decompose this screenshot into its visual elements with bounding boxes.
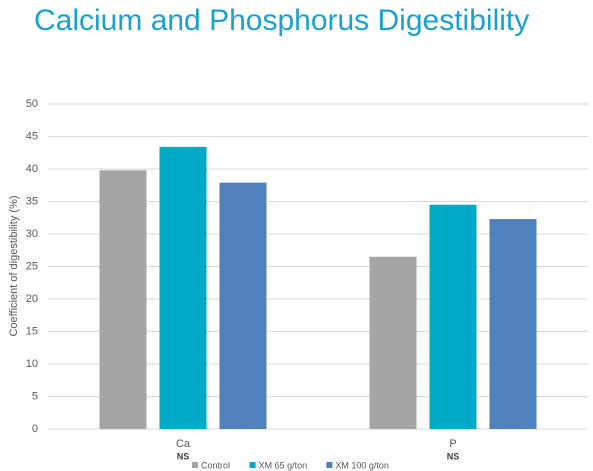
bar xyxy=(219,182,267,429)
legend-swatch xyxy=(192,462,198,468)
y-tick-label: 45 xyxy=(26,130,38,142)
y-tick-label: 20 xyxy=(26,293,38,305)
y-tick-label: 40 xyxy=(26,163,38,175)
legend-label: XM 65 g/ton xyxy=(259,460,308,470)
y-tick-label: 50 xyxy=(26,98,38,110)
x-tick-label: P xyxy=(449,438,456,450)
y-tick-label: 30 xyxy=(26,228,38,240)
legend-swatch xyxy=(249,462,256,468)
legend-label: Control xyxy=(201,460,230,470)
bar xyxy=(99,170,147,430)
legend-swatch xyxy=(326,462,333,468)
y-tick-label: 5 xyxy=(32,390,38,402)
y-tick-label: 35 xyxy=(26,195,38,207)
bar xyxy=(489,219,537,429)
y-axis-label: Coefficient of digestibility (%) xyxy=(8,195,20,336)
y-tick-label: 0 xyxy=(32,423,38,435)
legend-label: XM 100 g/ton xyxy=(335,460,389,470)
annotation: NS xyxy=(177,451,190,461)
bar xyxy=(369,256,417,429)
chart-title: Calcium and Phosphorus Digestibility xyxy=(34,4,529,37)
annotation: NS xyxy=(447,451,460,461)
x-tick-label: Ca xyxy=(176,438,191,450)
bar xyxy=(429,204,477,429)
y-tick-label: 15 xyxy=(26,325,38,337)
y-tick-label: 10 xyxy=(26,358,38,370)
bar xyxy=(159,146,207,429)
y-tick-label: 25 xyxy=(26,260,38,272)
